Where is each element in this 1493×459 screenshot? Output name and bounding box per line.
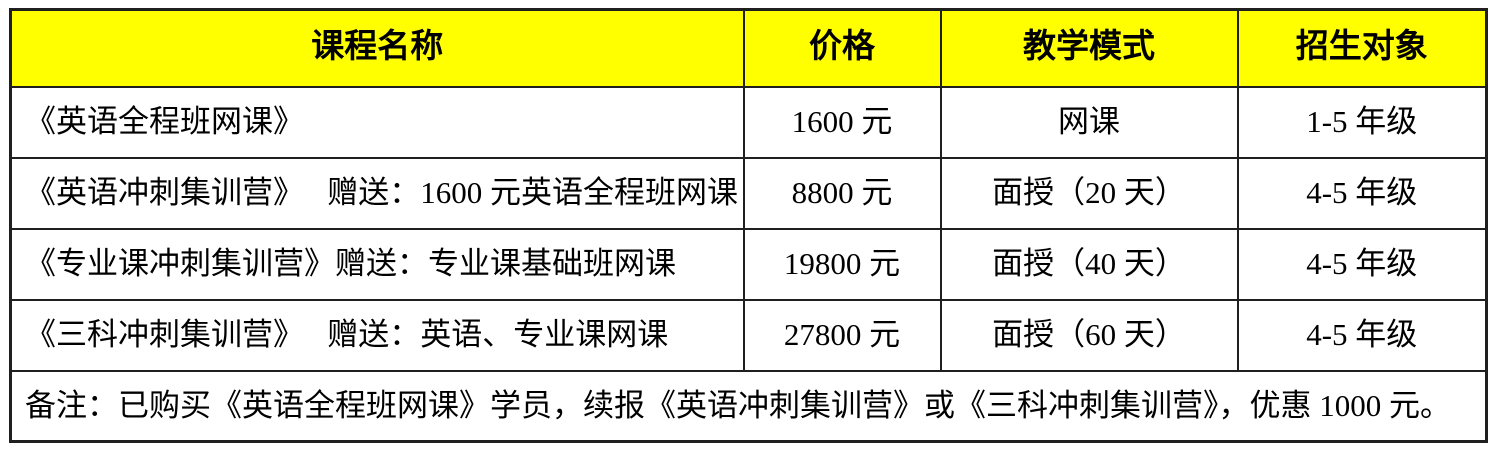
course-cell: 《三科冲刺集训营》 赠送：英语、专业课网课 — [9, 298, 745, 372]
mode-cell: 面授（60 天） — [939, 298, 1239, 372]
course-price-table: 课程名称 价格 教学模式 招生对象 《英语全程班网课》 1600 元 网课 1-… — [9, 8, 1488, 443]
table-row: 《专业课冲刺集训营》赠送：专业课基础班网课 19800 元 面授（40 天） 4… — [9, 227, 1488, 301]
price-cell: 19800 元 — [742, 227, 942, 301]
mode-cell: 面授（20 天） — [939, 156, 1239, 230]
mode-cell: 面授（40 天） — [939, 227, 1239, 301]
price-cell: 8800 元 — [742, 156, 942, 230]
table-header-row: 课程名称 价格 教学模式 招生对象 — [9, 8, 1488, 88]
target-cell: 4-5 年级 — [1236, 227, 1488, 301]
header-cell-mode: 教学模式 — [939, 8, 1239, 88]
target-cell: 1-5 年级 — [1236, 85, 1488, 159]
table-row: 《三科冲刺集训营》 赠送：英语、专业课网课 27800 元 面授（60 天） 4… — [9, 298, 1488, 372]
target-cell: 4-5 年级 — [1236, 298, 1488, 372]
mode-cell: 网课 — [939, 85, 1239, 159]
course-cell: 《英语冲刺集训营》 赠送：1600 元英语全程班网课 — [9, 156, 745, 230]
header-cell-target: 招生对象 — [1236, 8, 1488, 88]
course-cell: 《专业课冲刺集训营》赠送：专业课基础班网课 — [9, 227, 745, 301]
course-cell: 《英语全程班网课》 — [9, 85, 745, 159]
target-cell: 4-5 年级 — [1236, 156, 1488, 230]
price-cell: 1600 元 — [742, 85, 942, 159]
header-cell-course: 课程名称 — [9, 8, 745, 88]
price-cell: 27800 元 — [742, 298, 942, 372]
header-cell-price: 价格 — [742, 8, 942, 88]
note-row: 备注：已购买《英语全程班网课》学员，续报《英语冲刺集训营》或《三科冲刺集训营》，… — [9, 369, 1488, 443]
table-row: 《英语冲刺集训营》 赠送：1600 元英语全程班网课 8800 元 面授（20 … — [9, 156, 1488, 230]
note-cell: 备注：已购买《英语全程班网课》学员，续报《英语冲刺集训营》或《三科冲刺集训营》，… — [9, 369, 1488, 443]
table-row: 《英语全程班网课》 1600 元 网课 1-5 年级 — [9, 85, 1488, 159]
